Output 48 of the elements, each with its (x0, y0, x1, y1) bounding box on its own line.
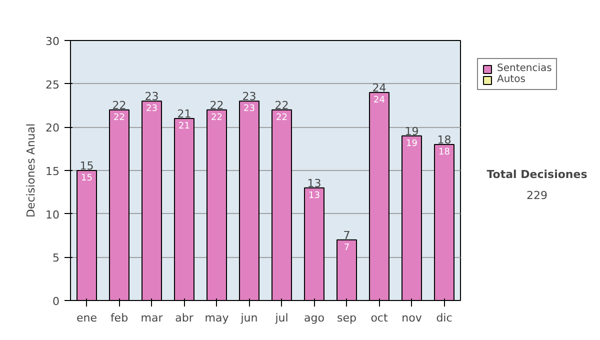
x-tick-label: nov (402, 312, 422, 324)
data-label: 24 (374, 96, 386, 106)
legend-label: Autos (497, 74, 526, 85)
data-label: 22 (211, 112, 222, 123)
y-tick-label: 10 (46, 208, 60, 222)
y-tick-label: 25 (46, 78, 60, 92)
total-label: 19 (404, 124, 419, 138)
text: 229 (526, 189, 548, 202)
data-label: 7 (344, 242, 350, 253)
data-label: 13 (308, 190, 320, 201)
total-label: 7 (343, 228, 350, 242)
data-label: 23 (244, 104, 255, 114)
total-label: 24 (372, 82, 386, 94)
x-tick-label: feb (110, 312, 128, 324)
x-tick-label: ago (304, 312, 325, 324)
x-tick-label: mar (140, 312, 164, 324)
y-tick-label: 5 (52, 252, 60, 265)
text: Total Decisiones (486, 168, 588, 181)
x-tick-label: jul (274, 312, 288, 324)
total-label: 23 (144, 90, 159, 104)
data-label: 21 (178, 122, 190, 132)
data-label: 15 (81, 174, 92, 184)
total-label: 22 (274, 98, 289, 112)
y-tick-label: 15 (46, 165, 60, 178)
total-label: 22 (112, 98, 126, 112)
total-label: 18 (437, 134, 452, 146)
data-label: 22 (114, 112, 125, 123)
x-tick-label: dic (436, 312, 452, 324)
total-label: 15 (80, 160, 94, 172)
total-label: 13 (307, 176, 322, 190)
x-tick-label: jun (240, 312, 258, 324)
x-tick-label: may (204, 312, 230, 324)
total-label: 23 (242, 90, 256, 104)
y-tick-label: 20 (46, 122, 60, 135)
x-tick-label: oct (370, 312, 388, 324)
total-label: 22 (210, 98, 224, 112)
data-label: 19 (406, 138, 418, 149)
data-label: 23 (146, 104, 158, 114)
data-label: 22 (276, 112, 288, 123)
y-axis-title: Decisiones Anual (24, 123, 38, 218)
x-tick-label: abr (175, 312, 194, 324)
y-tick-label: 0 (52, 295, 60, 308)
legend-label: Sentencias (497, 63, 552, 74)
data-label: 18 (438, 148, 450, 158)
x-tick-label: sep (337, 312, 357, 324)
y-tick-label: 30 (46, 35, 60, 48)
x-tick-label: ene (76, 312, 98, 324)
total-label: 21 (177, 108, 192, 120)
